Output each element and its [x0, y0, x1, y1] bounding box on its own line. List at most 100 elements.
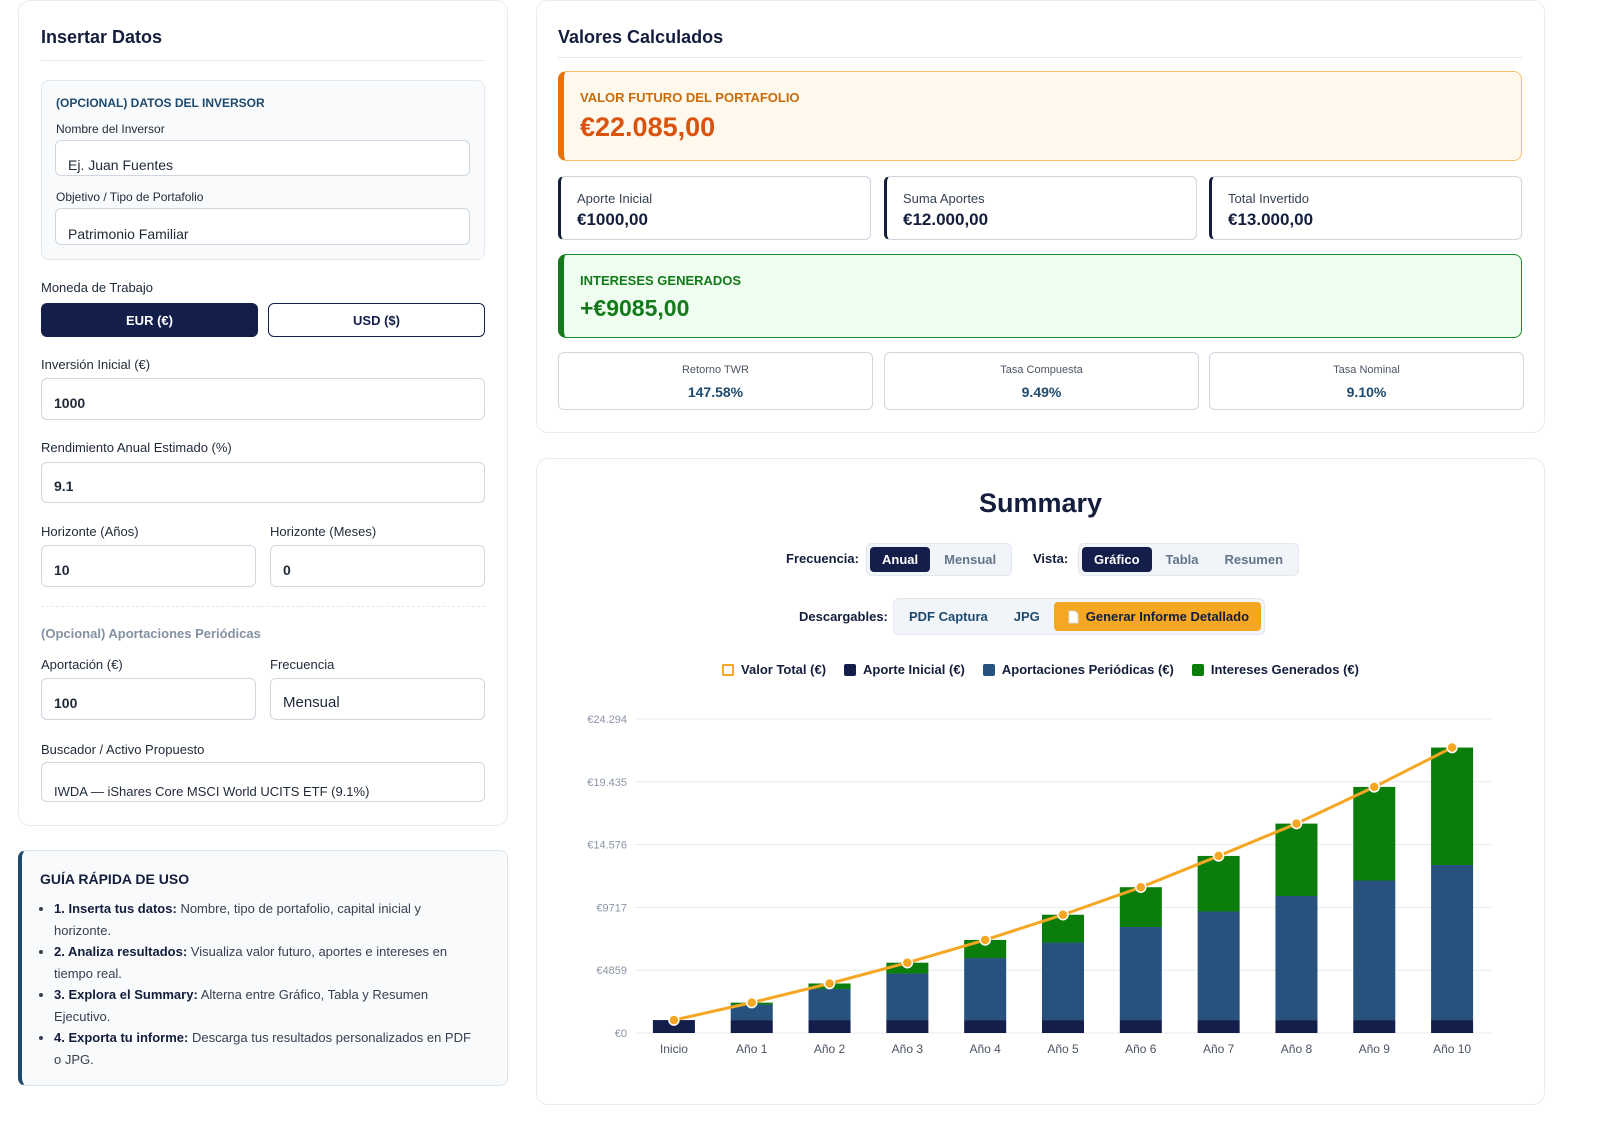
downloads-group: PDF Captura JPG Generar Informe Detallad…	[893, 598, 1266, 635]
x-tick-label: Año 7	[1203, 1042, 1235, 1056]
number-input[interactable]: 10	[41, 545, 256, 587]
bar-segment	[964, 958, 1007, 1021]
bar-segment	[886, 973, 929, 1021]
bar-segment	[1431, 1020, 1474, 1033]
toggle-option[interactable]: Anual	[870, 547, 931, 572]
guide-item: 4. Exporta tu informe: Descarga tus resu…	[54, 1027, 476, 1070]
summary-title: Summary	[978, 488, 1103, 518]
search-input[interactable]: IWDA — iShares Core MSCI World UCITS ETF…	[41, 762, 485, 802]
bar-segment	[1353, 1020, 1396, 1033]
future-value-card: VALOR FUTURO DEL PORTAFOLIO €22.085,00	[558, 71, 1522, 161]
field-label: Inversión Inicial (€)	[41, 357, 151, 372]
view-toggle: Gráfico Tabla Resumen	[1078, 543, 1300, 576]
legend-label: Aporte Inicial (€)	[863, 662, 965, 677]
legend-item: Intereses Generados (€)	[1191, 662, 1359, 677]
guide-list: 1. Inserta tus datos: Nombre, tipo de po…	[36, 898, 476, 1070]
card-value: €22.085,00	[580, 112, 716, 142]
card-value: €1000,00	[577, 210, 648, 229]
panel-title: Valores Calculados	[558, 27, 724, 47]
bar-segment	[1275, 1020, 1318, 1033]
bar-segment	[730, 1004, 773, 1021]
bar-segment	[1353, 786, 1396, 881]
x-tick-label: Año 9	[1359, 1042, 1391, 1056]
line-point	[979, 934, 991, 946]
y-tick-label: €14.576	[587, 840, 627, 852]
number-input[interactable]: 100	[41, 678, 256, 720]
y-tick-label: €24.294	[587, 714, 627, 726]
guide-item: 3. Explora el Summary: Alterna entre Grá…	[54, 984, 476, 1027]
legend-label: Aportaciones Periódicas (€)	[1001, 662, 1174, 677]
currency-button[interactable]: USD ($)	[268, 303, 485, 337]
input-value: Patrimonio Familiar	[68, 226, 189, 242]
input-value: Ej. Juan Fuentes	[68, 157, 174, 173]
rate-label: Tasa Compuesta	[1000, 364, 1083, 376]
bar-segment	[886, 1020, 929, 1033]
bar-segment	[1353, 880, 1396, 1021]
bar-segment	[1119, 1020, 1162, 1033]
guide-item: 2. Analiza resultados: Visualiza valor f…	[54, 941, 476, 984]
text-input[interactable]: Ej. Juan Fuentes	[55, 140, 470, 176]
line-point	[1212, 850, 1225, 862]
bar-segment	[1119, 927, 1162, 1021]
legend-item: Valor Total (€)	[722, 662, 826, 677]
bar-segment	[1119, 887, 1162, 928]
download-button[interactable]: JPG	[1013, 609, 1040, 624]
rate-card: Retorno TWR 147.58%	[558, 352, 873, 410]
card-label: VALOR FUTURO DEL PORTAFOLIO	[580, 90, 800, 105]
bar-segment	[1431, 747, 1474, 865]
control-label: Frecuencia:	[786, 551, 859, 566]
toggle-option[interactable]: Resumen	[1224, 552, 1284, 567]
currency-button[interactable]: EUR (€)	[41, 303, 258, 337]
select-input[interactable]: Mensual	[270, 678, 485, 720]
summary-card: Aporte Inicial €1000,00	[558, 176, 871, 240]
y-tick-label: €0	[615, 1028, 627, 1040]
field-label: Moneda de Trabajo	[41, 280, 154, 295]
x-tick-label: Año 8	[1281, 1042, 1313, 1056]
card-label: Total Invertido	[1228, 191, 1309, 206]
guide-box: GUÍA RÁPIDA DE USO 1. Inserta tus datos:…	[18, 850, 508, 1086]
line-point	[745, 996, 758, 1009]
x-tick-label: Año 4	[970, 1042, 1002, 1056]
bar-segment	[1197, 855, 1240, 912]
line-point	[668, 1014, 680, 1026]
chart: €0 €4859 €9717 €14.576 €19.435 €24.294 Inicio A…	[587, 714, 1491, 1056]
download-button[interactable]: PDF Captura	[909, 609, 988, 624]
toggle-option[interactable]: Mensual	[944, 552, 997, 567]
input-value: IWDA — iShares Core MSCI World UCITS ETF…	[54, 784, 370, 799]
bar-segment	[652, 1020, 695, 1033]
rate-value: 147.58%	[687, 384, 744, 400]
toggle-option[interactable]: Tabla	[1165, 552, 1199, 567]
x-tick-label: Inicio	[660, 1042, 688, 1056]
y-tick-label: €19.435	[587, 777, 627, 789]
field-label: Aportación (€)	[41, 657, 123, 672]
card-label: INTERESES GENERADOS	[580, 273, 742, 288]
field-label: Horizonte (Meses)	[270, 524, 377, 539]
bar-segment	[1197, 1020, 1240, 1033]
bar-segment	[730, 1020, 773, 1033]
number-input[interactable]: 0	[270, 545, 485, 587]
x-tick-label: Año 2	[814, 1042, 846, 1056]
toggle-option[interactable]: Gráfico	[1082, 547, 1152, 572]
number-input[interactable]: 1000	[41, 378, 485, 420]
legend-label: Intereses Generados (€)	[1210, 662, 1359, 677]
legend-item: Aporte Inicial (€)	[844, 662, 965, 677]
report-button[interactable]: Generar Informe Detallado	[1053, 602, 1262, 631]
text-input[interactable]: Patrimonio Familiar	[55, 208, 470, 245]
guide-item-text: Descarga tus resultados personalizados e…	[54, 1030, 471, 1067]
input-value: 100	[54, 695, 78, 711]
number-input[interactable]: 9.1	[41, 462, 485, 503]
legend-label: Valor Total (€)	[741, 662, 827, 677]
legend-swatch	[844, 663, 857, 676]
rate-label: Tasa Nominal	[1333, 364, 1400, 376]
field-label: Buscador / Activo Propuesto	[41, 742, 205, 757]
bar-segment	[964, 1020, 1007, 1033]
guide-item-text: Visualiza valor futuro, aportes e intere…	[54, 944, 448, 981]
field-label: Nombre del Inversor	[56, 122, 165, 136]
bar-segment	[1275, 823, 1318, 896]
section-heading: (OPCIONAL) DATOS DEL INVERSOR	[56, 96, 265, 110]
card-value: €13.000,00	[1228, 210, 1314, 229]
x-tick-label: Año 3	[892, 1042, 924, 1056]
guide-item-bold: 4. Exporta tu informe:	[54, 1030, 189, 1045]
line-point	[1135, 881, 1147, 893]
rate-card: Tasa Compuesta 9.49%	[884, 352, 1199, 410]
